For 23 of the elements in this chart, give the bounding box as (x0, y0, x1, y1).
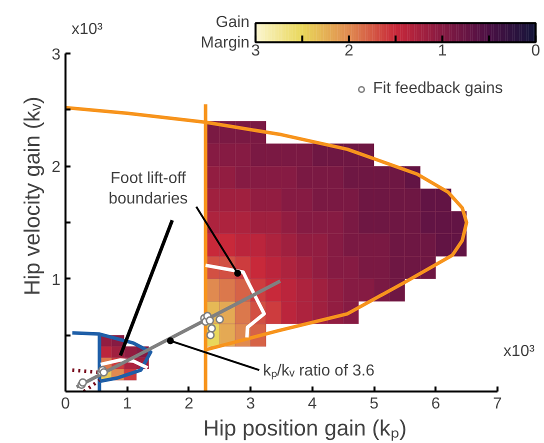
y-tick-label: 1 (52, 272, 61, 289)
color-bar-label: 3 (251, 42, 260, 60)
color-bar-label: 0 (531, 42, 540, 60)
color-bar-title: Gain Margin (200, 14, 250, 52)
color-bar-label: 2 (344, 42, 354, 60)
x-tick-label: 7 (492, 396, 502, 412)
x-tick-label: 4 (308, 396, 317, 412)
y-tick-label: 2 (52, 159, 61, 176)
x-tick-label: 2 (184, 396, 194, 412)
x-tick-label: 3 (246, 396, 256, 412)
x-tick-label: 6 (431, 396, 440, 412)
x-axis-title: Hip position gain (kₚ) (203, 416, 407, 442)
y-tick-label: 3 (52, 46, 61, 64)
color-bar-label: 1 (438, 42, 447, 60)
x-tick-label: 1 (122, 396, 132, 412)
legend-label: Fit feedback gains (373, 80, 503, 98)
annotation: Foot lift-off boundaries (108, 170, 188, 208)
x-tick-label: 5 (370, 396, 379, 412)
annotation: kₚ/kᵥ ratio of 3.6 (262, 362, 375, 380)
text: x10³ (72, 21, 104, 38)
text: x10³ (503, 343, 536, 360)
y-axis-title: Hip velocity gain (kᵥ) (20, 96, 45, 296)
x-tick-label: 0 (61, 396, 70, 412)
